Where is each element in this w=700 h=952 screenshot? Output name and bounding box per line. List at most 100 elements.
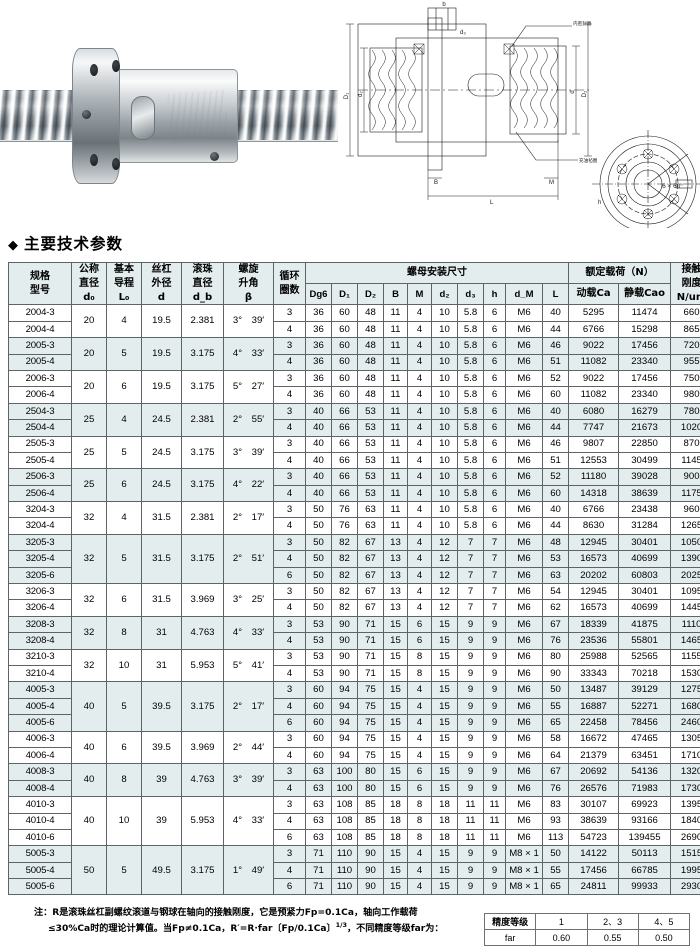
- cell-contact-stiffness: 1730: [670, 779, 700, 798]
- table-row: 3205-4 4 50 82 67 13 4 12 7 7 M6 53 16573 40699 1390: [8, 550, 700, 568]
- cell-D1: 100: [331, 763, 358, 781]
- cell-model: 4010-6: [8, 828, 72, 847]
- cell-d3: 5.8: [457, 369, 484, 388]
- cell-d2: 15: [431, 861, 458, 880]
- cell-Dg6: 60: [305, 746, 332, 765]
- cell-B: 11: [383, 369, 408, 388]
- cell-contact-stiffness: 750: [670, 369, 700, 388]
- cell-contact-stiffness: 865: [670, 320, 700, 339]
- cell-M: 4: [407, 337, 432, 355]
- cell-B: 15: [383, 746, 408, 765]
- cell-L: 64: [541, 746, 570, 765]
- cell-ball-diameter: 4.763: [181, 615, 224, 650]
- cell-d2: 10: [431, 353, 458, 371]
- cell-D2: 85: [357, 796, 384, 814]
- cell-d3: 9: [457, 730, 484, 748]
- cell-circulation-turns: 4: [273, 746, 306, 765]
- cell-model: 4005-4: [8, 697, 72, 716]
- cell-static-load: 66785: [618, 861, 672, 880]
- label-B: B: [434, 180, 438, 186]
- cell-nominal-diameter: 25: [71, 435, 107, 470]
- cell-model: 2505-3: [8, 435, 72, 453]
- cell-circulation-turns: 4: [273, 320, 306, 339]
- cell-d2: 10: [431, 435, 458, 453]
- cell-d3: 9: [457, 779, 484, 798]
- cell-D2: 85: [357, 828, 384, 847]
- cell-L: 67: [541, 615, 570, 634]
- cell-basic-lead: 6: [106, 583, 142, 617]
- cell-M: 4: [407, 861, 432, 880]
- cell-h: 6: [483, 517, 506, 535]
- cell-model: 2004-4: [8, 320, 72, 339]
- cell-d3: 7: [457, 533, 484, 552]
- th-D1: D₁: [331, 283, 358, 306]
- cell-D1: 82: [331, 566, 358, 585]
- th-screw-outer-diameter: 丝杠 外径 d: [141, 261, 182, 306]
- cell-screw-outer-diameter: 31.5: [141, 533, 182, 585]
- cell-B: 15: [383, 664, 408, 683]
- cell-M: 4: [407, 320, 432, 339]
- cell-d2: 15: [431, 615, 458, 634]
- cell-static-load: 52271: [618, 697, 672, 716]
- cell-screw-outer-diameter: 31.5: [141, 583, 182, 617]
- table-row: 2505-3 25 5 24.5 3.175 3° 39′ 3 40 66 53 11 4 10 5.8 6…: [8, 435, 700, 470]
- cell-d2: 10: [431, 501, 458, 519]
- cell-contact-stiffness: 1320: [670, 763, 700, 781]
- cell-dynamic-load: 20692: [568, 763, 620, 781]
- cell-d3: 9: [457, 664, 484, 683]
- cell-B: 11: [383, 419, 408, 437]
- flange-hole: [112, 158, 120, 170]
- cell-circulation-turns: 3: [273, 763, 306, 781]
- th-d2: d₂: [431, 283, 458, 306]
- cell-Dg6: 63: [305, 812, 332, 830]
- cell-dynamic-load: 7747: [568, 419, 620, 437]
- cell-d2: 18: [431, 828, 458, 847]
- cell-d3: 7: [457, 583, 484, 601]
- cell-L: 80: [541, 648, 570, 666]
- table-row: 2504-4 4 40 66 53 11 4 10 5.8 6 M6 44 7747 21673 1020: [8, 419, 700, 437]
- cell-D1: 60: [331, 320, 358, 339]
- cell-helix-angle: 3° 39′: [223, 435, 274, 470]
- footnote-exponent: 1/3: [335, 921, 348, 930]
- cell-L: 93: [541, 812, 570, 830]
- cell-Dg6: 71: [305, 861, 332, 880]
- cell-static-load: 63451: [618, 746, 672, 765]
- cell-B: 11: [383, 304, 408, 322]
- cell-Dg6: 40: [305, 468, 332, 486]
- cell-M: 4: [407, 402, 432, 421]
- th-static-load: 静载Cao: [618, 283, 672, 306]
- table-row: 4005-4 4 60 94 75 15 4 15 9 9 M6 55 16887 52271 1680: [8, 697, 700, 716]
- table-row: 2504-3 25 4 24.5 2.381 2° 55′ 3 40 66 53 11 4 10 5.8 6…: [8, 402, 700, 437]
- cell-D1: 66: [331, 468, 358, 486]
- table-row: 5005-6 6 71 110 90 15 4 15 9 9 M8 × 1 65 24811 99933 2…: [8, 878, 700, 896]
- cell-B: 15: [383, 648, 408, 666]
- cell-dynamic-load: 23536: [568, 632, 620, 650]
- cell-D1: 90: [331, 615, 358, 634]
- cell-model: 2504-3: [8, 402, 72, 421]
- th-spec: 规格 型号: [8, 261, 72, 306]
- cell-dynamic-load: 12945: [568, 533, 620, 552]
- cell-B: 11: [383, 451, 408, 470]
- cell-d3: 9: [457, 648, 484, 666]
- cell-d2: 10: [431, 451, 458, 470]
- cell-static-load: 23438: [618, 501, 672, 519]
- cell-d3: 5.8: [457, 501, 484, 519]
- cell-B: 13: [383, 566, 408, 585]
- cell-model: 4006-4: [8, 746, 72, 765]
- cell-screw-outer-diameter: 19.5: [141, 369, 182, 404]
- cell-helix-angle: 5° 41′: [223, 648, 274, 683]
- flange-hole: [112, 60, 120, 72]
- table-row: 3205-6 6 50 82 67 13 4 12 7 7 M6 63 20202 60803 2025: [8, 566, 700, 585]
- cell-D1: 76: [331, 501, 358, 519]
- cell-D2: 75: [357, 697, 384, 716]
- cell-d2: 10: [431, 304, 458, 322]
- cell-ball-diameter: 3.175: [181, 681, 224, 732]
- cell-D1: 108: [331, 828, 358, 847]
- cell-dynamic-load: 21379: [568, 746, 620, 765]
- cell-d2: 15: [431, 763, 458, 781]
- cell-model: 4008-4: [8, 779, 72, 798]
- label-d2: d₂: [358, 90, 364, 96]
- cell-static-load: 30401: [618, 533, 672, 552]
- cell-model: 2004-3: [8, 304, 72, 322]
- cell-helix-angle: 3° 25′: [223, 583, 274, 617]
